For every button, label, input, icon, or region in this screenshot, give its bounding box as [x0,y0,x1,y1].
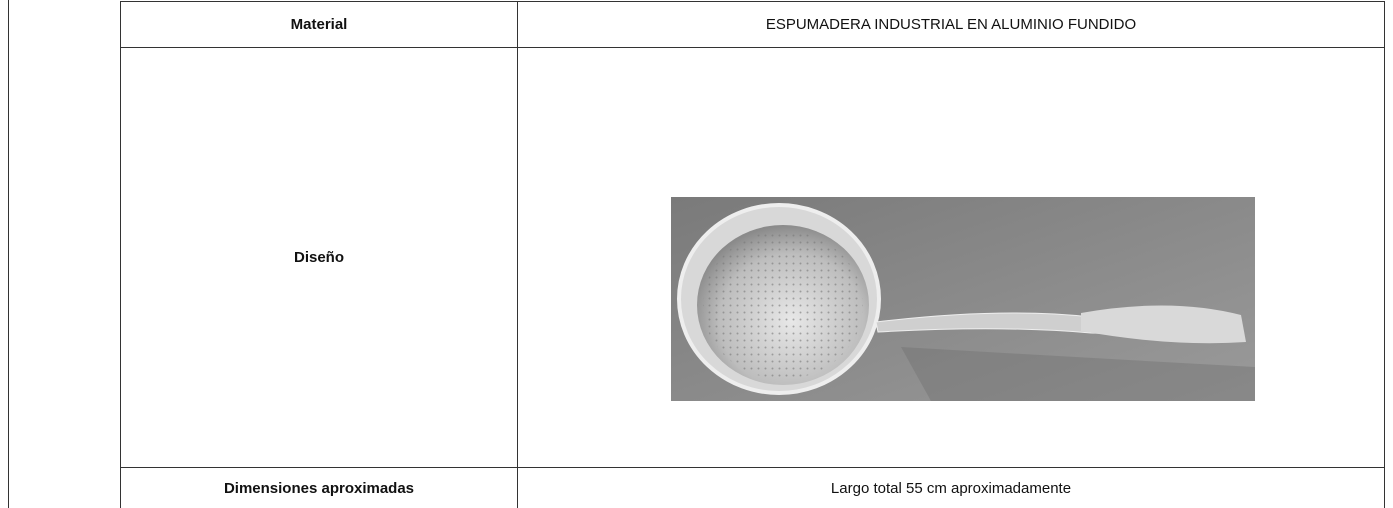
border [120,1,1385,2]
border [1384,1,1385,508]
value-cell: ESPUMADERA INDUSTRIAL EN ALUMINIO FUNDID… [765,16,1137,33]
border [517,1,518,508]
product-image [671,197,1255,401]
label-cell: Material [290,16,348,33]
border [8,0,9,508]
border [120,1,121,508]
label-cell: Dimensiones aproximadas [223,479,415,497]
label-cell: Diseño [293,249,344,266]
border [120,467,1385,468]
value-cell: Largo total 55 cm aproximadamente [830,479,1072,497]
border [120,47,1385,48]
